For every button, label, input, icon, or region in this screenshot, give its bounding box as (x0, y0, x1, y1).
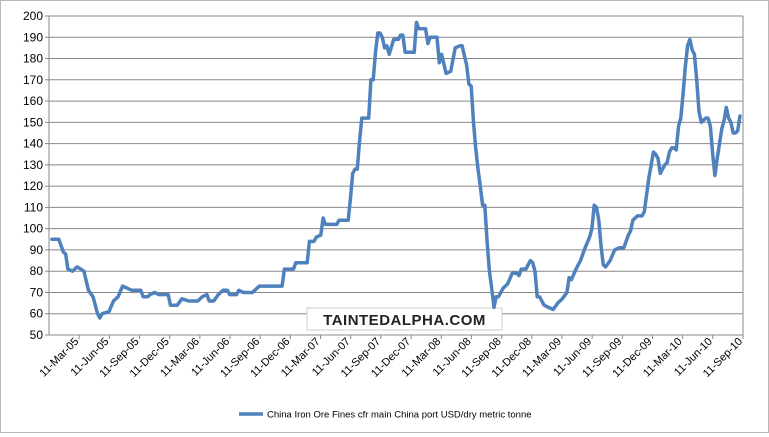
axes (48, 16, 744, 336)
legend: China Iron Ore Fines cfr main China port… (239, 410, 532, 421)
y-tick-label: 140 (23, 137, 43, 151)
y-tick-label: 60 (30, 307, 44, 321)
watermark-logo: TAINTEDALPHA.COM (306, 307, 503, 331)
y-tick-label: 70 (30, 285, 44, 299)
series-layer (50, 20, 742, 320)
y-tick-label: 130 (23, 158, 43, 172)
y-tick-label: 170 (23, 73, 43, 87)
watermark-text: TAINTEDALPHA.COM (323, 312, 486, 329)
y-tick-label: 120 (23, 179, 43, 193)
watermark-box (306, 307, 503, 331)
y-tick-label: 50 (30, 328, 44, 342)
x-axis-ticks: 11-Mar-0511-Jun-0511-Sep-0511-Dec-0511-M… (37, 335, 745, 380)
y-tick-label: 80 (30, 264, 44, 278)
gridlines (49, 15, 743, 336)
y-tick-label: 200 (23, 9, 43, 23)
y-tick-label: 190 (23, 30, 43, 44)
y-tick-label: 150 (23, 115, 43, 129)
series-line-iron-ore (50, 20, 742, 320)
y-tick-label: 160 (23, 94, 43, 108)
y-tick-label: 180 (23, 52, 43, 66)
y-tick-label: 90 (30, 243, 44, 257)
y-tick-label: 100 (23, 222, 43, 236)
legend-label: China Iron Ore Fines cfr main China port… (267, 410, 532, 421)
y-tick-label: 110 (24, 200, 43, 214)
y-axis-ticks: 50 60 70 80 90 100 110 120 130 140 150 160 170 180 190… (23, 9, 49, 342)
